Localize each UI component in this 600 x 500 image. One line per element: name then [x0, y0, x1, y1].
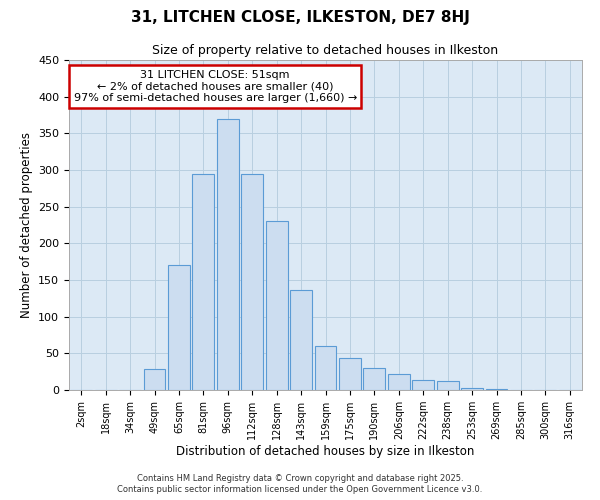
Text: Contains HM Land Registry data © Crown copyright and database right 2025.
Contai: Contains HM Land Registry data © Crown c…	[118, 474, 482, 494]
Title: Size of property relative to detached houses in Ilkeston: Size of property relative to detached ho…	[152, 44, 499, 58]
Bar	[388, 374, 410, 390]
Bar	[193, 174, 214, 390]
X-axis label: Distribution of detached houses by size in Ilkeston: Distribution of detached houses by size …	[176, 445, 475, 458]
Bar	[266, 222, 287, 390]
Bar	[364, 368, 385, 390]
Text: 31 LITCHEN CLOSE: 51sqm
← 2% of detached houses are smaller (40)
97% of semi-det: 31 LITCHEN CLOSE: 51sqm ← 2% of detached…	[74, 70, 357, 103]
Bar	[314, 346, 337, 390]
Bar	[168, 266, 190, 390]
Bar	[437, 381, 458, 390]
Text: 31, LITCHEN CLOSE, ILKESTON, DE7 8HJ: 31, LITCHEN CLOSE, ILKESTON, DE7 8HJ	[131, 10, 469, 25]
Bar	[217, 118, 239, 390]
Y-axis label: Number of detached properties: Number of detached properties	[20, 132, 32, 318]
Bar	[412, 380, 434, 390]
Bar	[241, 174, 263, 390]
Bar	[290, 290, 312, 390]
Bar	[461, 388, 483, 390]
Bar	[339, 358, 361, 390]
Bar	[143, 370, 166, 390]
